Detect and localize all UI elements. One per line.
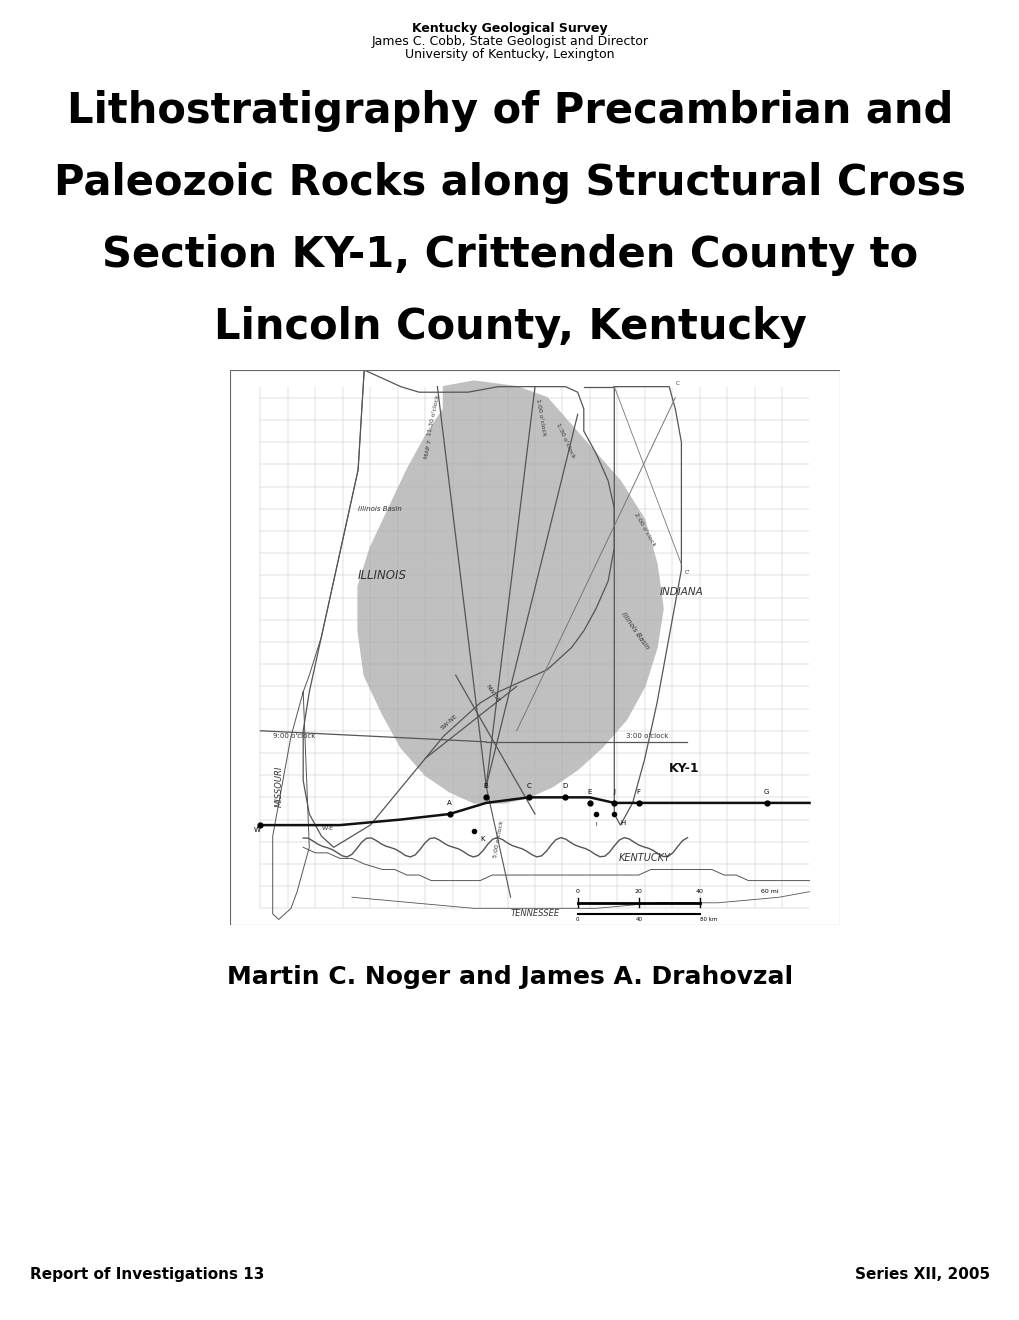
Text: 0: 0 (576, 917, 579, 923)
Text: 3:00 o'clock: 3:00 o'clock (626, 734, 668, 739)
Text: 40: 40 (635, 917, 642, 923)
Text: W-E: W-E (321, 825, 333, 830)
Text: D: D (562, 783, 568, 789)
Text: MAP 7: MAP 7 (423, 440, 432, 459)
Text: 1:30 o'clock: 1:30 o'clock (554, 422, 576, 459)
Text: 40: 40 (695, 890, 703, 895)
Text: Illinois Basin: Illinois Basin (358, 506, 401, 512)
Text: TENNESSEE: TENNESSEE (510, 909, 559, 919)
Polygon shape (358, 381, 662, 803)
Text: H: H (620, 820, 625, 825)
Text: KY-1: KY-1 (668, 762, 699, 775)
Text: G: G (763, 788, 768, 795)
Text: K: K (480, 836, 484, 842)
Text: 20: 20 (634, 890, 642, 895)
Text: J: J (612, 788, 614, 795)
Text: ILLINOIS: ILLINOIS (358, 569, 407, 582)
Text: F: F (636, 788, 640, 795)
Text: MISSOURI: MISSOURI (274, 766, 283, 807)
Text: University of Kentucky, Lexington: University of Kentucky, Lexington (405, 48, 614, 61)
Text: Report of Investigations 13: Report of Investigations 13 (30, 1267, 264, 1282)
Text: 80 km: 80 km (699, 917, 716, 923)
Text: Section KY-1, Crittenden County to: Section KY-1, Crittenden County to (102, 234, 917, 276)
Text: Illinois Basin: Illinois Basin (620, 611, 650, 651)
Text: 1:00 o'clock: 1:00 o'clock (535, 399, 546, 437)
Text: C': C' (684, 570, 689, 574)
Text: James C. Cobb, State Geologist and Director: James C. Cobb, State Geologist and Direc… (371, 36, 648, 48)
Text: W: W (254, 828, 260, 833)
Text: 11:30 o'clock: 11:30 o'clock (427, 395, 440, 437)
Text: C: C (526, 783, 531, 789)
Text: C: C (675, 381, 679, 385)
Text: B: B (483, 783, 488, 789)
Text: Series XII, 2005: Series XII, 2005 (854, 1267, 989, 1282)
Text: A: A (446, 800, 451, 805)
Text: Paleozoic Rocks along Structural Cross: Paleozoic Rocks along Structural Cross (54, 162, 965, 205)
Text: KENTUCKY: KENTUCKY (619, 854, 671, 863)
Text: Lithostratigraphy of Precambrian and: Lithostratigraphy of Precambrian and (67, 90, 952, 132)
Text: 9:00 o'clock: 9:00 o'clock (272, 734, 315, 739)
Text: NW-SE: NW-SE (484, 684, 499, 704)
Text: 5:00 o'clock: 5:00 o'clock (492, 820, 503, 858)
Text: INDIANA: INDIANA (659, 587, 702, 597)
Text: Martin C. Noger and James A. Drahovzal: Martin C. Noger and James A. Drahovzal (226, 965, 793, 989)
Text: E: E (587, 788, 591, 795)
Text: I: I (595, 822, 597, 828)
Text: Lincoln County, Kentucky: Lincoln County, Kentucky (213, 306, 806, 348)
Text: 60 mi: 60 mi (760, 890, 777, 895)
Text: 0: 0 (575, 890, 579, 895)
Text: Kentucky Geological Survey: Kentucky Geological Survey (412, 22, 607, 36)
Text: SW-NE: SW-NE (440, 713, 459, 731)
Text: 2:00 o'clock: 2:00 o'clock (633, 512, 656, 548)
